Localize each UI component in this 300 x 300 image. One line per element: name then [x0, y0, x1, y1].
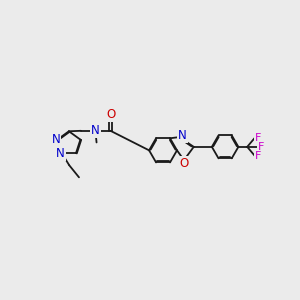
Text: F: F — [254, 151, 261, 161]
Text: N: N — [91, 124, 100, 137]
Text: N: N — [52, 133, 61, 146]
Text: O: O — [106, 108, 115, 121]
Text: F: F — [254, 133, 261, 143]
Text: N: N — [56, 147, 65, 160]
Text: O: O — [179, 157, 189, 170]
Text: F: F — [257, 142, 264, 152]
Text: N: N — [178, 129, 187, 142]
